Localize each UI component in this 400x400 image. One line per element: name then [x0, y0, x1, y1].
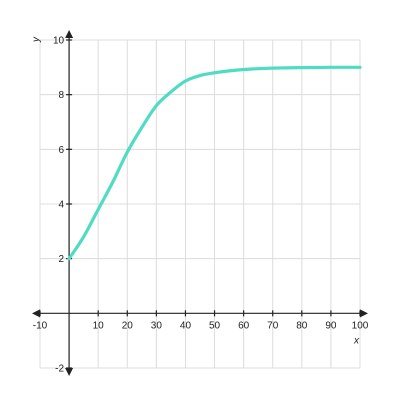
- x-axis-arrow-right: [360, 309, 368, 318]
- x-tick-label: 90: [325, 320, 337, 331]
- axes: [32, 30, 368, 376]
- series-group: [67, 65, 362, 261]
- x-tick-label: 100: [352, 320, 369, 331]
- y-axis-arrow-up: [65, 30, 74, 38]
- x-tick-label: -10: [33, 320, 48, 331]
- x-tick-label: 60: [238, 320, 250, 331]
- x-tick-label: 50: [209, 320, 221, 331]
- series-line: [67, 65, 362, 261]
- y-tick-label: 8: [59, 90, 65, 101]
- x-tick-label: 30: [151, 320, 163, 331]
- grid: [39, 39, 361, 369]
- x-tick-label: 40: [180, 320, 192, 331]
- y-axis-label: y: [31, 36, 42, 43]
- x-tick-label: 10: [93, 320, 105, 331]
- y-tick-label: 2: [59, 254, 65, 265]
- y-tick-label: 10: [53, 36, 65, 47]
- y-axis-arrow-down: [65, 368, 74, 376]
- x-tick-label: 20: [122, 320, 134, 331]
- y-tick-label: -2: [55, 364, 64, 375]
- x-tick-label: 80: [296, 320, 308, 331]
- tick-labels: -10 10 20 30 40 50 60 70 80 90 100 -2 2 4 6 8 10: [33, 36, 369, 375]
- y-tick-label: 4: [59, 200, 65, 211]
- x-tick-label: 70: [267, 320, 279, 331]
- y-tick-label: 6: [59, 145, 65, 156]
- x-axis-label: x: [353, 335, 360, 346]
- x-axis-arrow-left: [32, 309, 40, 318]
